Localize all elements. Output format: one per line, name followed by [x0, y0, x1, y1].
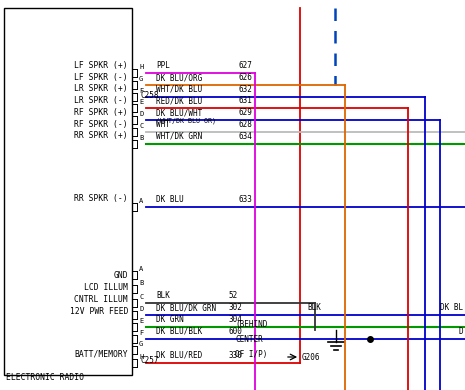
- Text: (WHT/DK BLU OR): (WHT/DK BLU OR): [156, 117, 216, 124]
- Text: DK BLU/ORG: DK BLU/ORG: [156, 73, 202, 82]
- Text: DK BLU/BLK: DK BLU/BLK: [156, 326, 202, 335]
- Text: F: F: [139, 88, 143, 94]
- Text: D: D: [139, 111, 143, 117]
- Text: RED/DK BLU: RED/DK BLU: [156, 96, 202, 105]
- Text: OF I/P): OF I/P): [235, 351, 267, 360]
- Text: 628: 628: [238, 120, 252, 129]
- Text: 330: 330: [228, 351, 242, 360]
- Text: G: G: [139, 341, 143, 347]
- Text: H: H: [139, 64, 143, 70]
- Text: E: E: [139, 99, 143, 105]
- Text: (BEHIND: (BEHIND: [235, 321, 267, 330]
- Text: 633: 633: [238, 195, 252, 204]
- Text: LCD ILLUM: LCD ILLUM: [84, 283, 128, 292]
- Text: PPL: PPL: [156, 61, 170, 70]
- Text: LR SPKR (-): LR SPKR (-): [74, 96, 128, 105]
- Text: RR SPKR (+): RR SPKR (+): [74, 131, 128, 140]
- Text: WHT/DK BLU: WHT/DK BLU: [156, 85, 202, 94]
- Text: CENTER: CENTER: [235, 335, 263, 344]
- Text: G206: G206: [302, 353, 320, 362]
- Text: LF SPKR (+): LF SPKR (+): [74, 61, 128, 70]
- Text: A: A: [139, 266, 143, 272]
- Text: 634: 634: [238, 131, 252, 140]
- Text: BATT/MEMORY: BATT/MEMORY: [74, 349, 128, 359]
- Text: 302: 302: [228, 303, 242, 312]
- Text: 631: 631: [238, 96, 252, 105]
- Text: BLK: BLK: [156, 291, 170, 300]
- Text: BLK: BLK: [307, 303, 321, 312]
- Text: RF SPKR (-): RF SPKR (-): [74, 119, 128, 129]
- Text: LR SPKR (+): LR SPKR (+): [74, 84, 128, 94]
- Text: E: E: [139, 318, 143, 324]
- Text: DK BLU/RED: DK BLU/RED: [156, 351, 202, 360]
- Text: 52: 52: [228, 291, 237, 300]
- Text: RF SPKR (+): RF SPKR (+): [74, 108, 128, 117]
- Text: A: A: [139, 198, 143, 204]
- Text: B: B: [139, 135, 143, 140]
- Text: CNTRL ILLUM: CNTRL ILLUM: [74, 295, 128, 304]
- Text: WHT: WHT: [156, 120, 170, 129]
- Text: DK BLU/DK GRN: DK BLU/DK GRN: [156, 303, 216, 312]
- Text: B: B: [139, 280, 143, 285]
- Text: 12V PWR FEED: 12V PWR FEED: [69, 307, 128, 317]
- Text: RR SPKR (-): RR SPKR (-): [74, 193, 128, 203]
- Text: WHT/DK GRN: WHT/DK GRN: [156, 131, 202, 140]
- Text: C258: C258: [140, 91, 159, 100]
- Text: D: D: [139, 306, 143, 312]
- Text: LF SPKR (-): LF SPKR (-): [74, 73, 128, 82]
- Text: DK BLU/WHT: DK BLU/WHT: [156, 108, 202, 117]
- Text: ELECTRONIC RADIO: ELECTRONIC RADIO: [6, 373, 84, 382]
- Text: DK BLU: DK BLU: [156, 195, 184, 204]
- Text: C257: C257: [140, 356, 159, 365]
- Text: 304: 304: [228, 315, 242, 324]
- Text: 626: 626: [238, 73, 252, 82]
- Text: G: G: [139, 76, 143, 82]
- Text: DK GRN: DK GRN: [156, 315, 184, 324]
- Text: 632: 632: [238, 85, 252, 94]
- Text: H: H: [139, 354, 143, 360]
- Text: 600: 600: [228, 326, 242, 335]
- Text: DK BL: DK BL: [440, 303, 463, 312]
- Text: 629: 629: [238, 108, 252, 117]
- Text: C: C: [139, 123, 143, 129]
- Text: F: F: [139, 330, 143, 335]
- Text: D: D: [458, 326, 463, 335]
- Text: C: C: [139, 294, 143, 300]
- Text: 627: 627: [238, 61, 252, 70]
- Text: GND: GND: [113, 271, 128, 280]
- Bar: [4, 8, 132, 375]
